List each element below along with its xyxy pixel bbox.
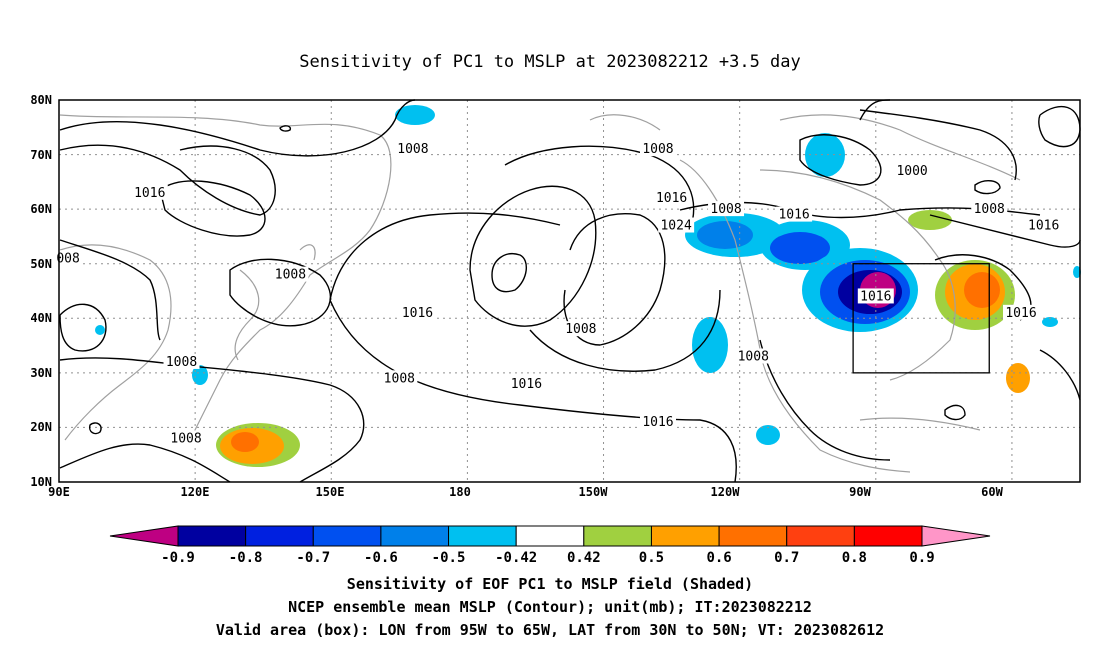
colorbar-segment bbox=[786, 525, 855, 547]
contour-label: 1000 bbox=[896, 164, 927, 179]
contour-label: 1016 bbox=[134, 186, 165, 201]
contour-label-bg bbox=[894, 162, 931, 178]
contour-label: 1008 bbox=[166, 355, 197, 370]
contour-label-bg bbox=[1003, 304, 1040, 320]
lon-tick-120e: 120E bbox=[181, 485, 210, 499]
contour-label-bg bbox=[857, 288, 894, 304]
contour-labels: 1008 1016 008 1008 1016 1008 1008 1008 1008 1016 1… bbox=[54, 141, 1062, 446]
contour-label: 1008 bbox=[275, 268, 306, 283]
contour-label-bg bbox=[163, 353, 200, 369]
contour-label-bg bbox=[653, 190, 690, 206]
lat-tick-80n: 80N bbox=[30, 93, 52, 107]
contour-label: 1008 bbox=[397, 142, 428, 157]
contour-label-bg bbox=[54, 250, 83, 266]
lon-tick-120w: 120W bbox=[711, 485, 741, 499]
lat-tick-50n: 50N bbox=[30, 257, 52, 271]
contour-label: 1008 bbox=[710, 202, 741, 217]
colorbar-segment bbox=[109, 525, 179, 547]
lon-axis: 90E 120E 150E 180 150W 120W 90W 60W bbox=[48, 485, 1003, 499]
contour-label: 1016 bbox=[511, 377, 542, 392]
contour-label: 1016 bbox=[642, 415, 673, 430]
contour-label-bg bbox=[508, 375, 545, 391]
colorbar: -0.9 -0.8 -0.7 -0.6 -0.5 -0.42 0.42 0.5 0.6 0.7 0.… bbox=[109, 525, 991, 566]
lat-tick-40n: 40N bbox=[30, 311, 52, 325]
contour-label-bg bbox=[394, 141, 431, 157]
contour-label: 1008 bbox=[565, 322, 596, 337]
contour-label: 1016 bbox=[402, 306, 433, 321]
lat-tick-60n: 60N bbox=[30, 202, 52, 216]
colorbar-label: -0.5 bbox=[432, 550, 466, 566]
contour-label-bg bbox=[776, 206, 813, 222]
contour-label-bg bbox=[381, 370, 418, 386]
lon-tick-150e: 150E bbox=[316, 485, 345, 499]
lat-lon-grid bbox=[59, 100, 1080, 482]
colorbar-segment bbox=[177, 525, 247, 547]
colorbar-label: -0.42 bbox=[495, 550, 537, 566]
lon-tick-90e: 90E bbox=[48, 485, 70, 499]
contour-label: 1016 bbox=[656, 191, 687, 206]
colorbar-segment bbox=[245, 525, 314, 547]
contour-label-bg bbox=[708, 201, 745, 217]
lon-tick-180: 180 bbox=[449, 485, 471, 499]
footer-line-2: NCEP ensemble mean MSLP (Contour); unit(… bbox=[288, 598, 812, 616]
lon-tick-90w: 90W bbox=[849, 485, 871, 499]
footer-line-1: Sensitivity of EOF PC1 to MSLP field (Sh… bbox=[347, 575, 753, 593]
lon-tick-60w: 60W bbox=[981, 485, 1003, 499]
colorbar-label: 0.6 bbox=[706, 550, 731, 566]
colorbar-segment bbox=[448, 525, 517, 547]
colorbar-segment bbox=[650, 525, 720, 547]
contour-label-bg bbox=[272, 266, 309, 282]
contour-label: 1008 bbox=[738, 349, 769, 364]
contour-label: 1008 bbox=[384, 371, 415, 386]
lat-tick-20n: 20N bbox=[30, 420, 52, 434]
contour-label-bg bbox=[168, 430, 205, 446]
contour-label-bg bbox=[399, 304, 436, 320]
lat-tick-70n: 70N bbox=[30, 148, 52, 162]
colorbar-label: 0.7 bbox=[774, 550, 799, 566]
colorbar-label: -0.8 bbox=[229, 550, 263, 566]
lat-axis: 10N 20N 30N 40N 50N 60N 70N 80N bbox=[30, 93, 52, 489]
map-panel: 1008 1016 008 1008 1016 1008 1008 1008 1008 1016 1… bbox=[54, 99, 1081, 483]
colorbar-segment bbox=[921, 525, 991, 547]
colorbar-segment bbox=[718, 525, 788, 547]
contour-label-bg bbox=[562, 321, 599, 337]
colorbar-segment bbox=[853, 525, 923, 547]
contour-label: 1008 bbox=[642, 142, 673, 157]
colorbar-label: -0.6 bbox=[364, 550, 398, 566]
colorbar-label: 0.5 bbox=[639, 550, 664, 566]
contour-label: 1016 bbox=[1028, 219, 1059, 234]
contour-label-bg bbox=[658, 217, 695, 233]
lat-tick-10n: 10N bbox=[30, 475, 52, 489]
map-background bbox=[59, 100, 1080, 482]
colorbar-label: 0.8 bbox=[842, 550, 867, 566]
footer-line-3: Valid area (box): LON from 95W to 65W, L… bbox=[216, 621, 884, 639]
contour-label: 1016 bbox=[860, 289, 891, 304]
contour-label-bg bbox=[131, 184, 168, 200]
contour-label: 1008 bbox=[974, 202, 1005, 217]
contour-label: 1016 bbox=[1005, 306, 1036, 321]
contour-label-bg bbox=[1025, 217, 1062, 233]
contour-label: 1008 bbox=[170, 431, 201, 446]
contour-label: 1024 bbox=[660, 219, 691, 234]
lat-tick-30n: 30N bbox=[30, 366, 52, 380]
colorbar-label: 0.9 bbox=[909, 550, 934, 566]
map-title: Sensitivity of PC1 to MSLP at 2023082212… bbox=[299, 52, 801, 72]
colorbar-segment bbox=[380, 525, 450, 547]
contour-label-bg bbox=[735, 348, 772, 364]
valid-area-box bbox=[852, 263, 990, 374]
lon-tick-150w: 150W bbox=[579, 485, 609, 499]
contour-label: 008 bbox=[56, 251, 79, 266]
map-frame bbox=[58, 99, 1081, 483]
colorbar-segment bbox=[583, 525, 652, 547]
colorbar-segment bbox=[515, 525, 585, 547]
colorbar-label: -0.7 bbox=[296, 550, 330, 566]
contour-label: 1016 bbox=[778, 208, 809, 223]
contour-label-bg bbox=[639, 413, 676, 429]
colorbar-label: 0.42 bbox=[567, 550, 601, 566]
contour-label-bg bbox=[639, 141, 676, 157]
colorbar-label: -0.9 bbox=[161, 550, 195, 566]
colorbar-segment bbox=[312, 525, 382, 547]
contour-label-bg bbox=[971, 201, 1008, 217]
